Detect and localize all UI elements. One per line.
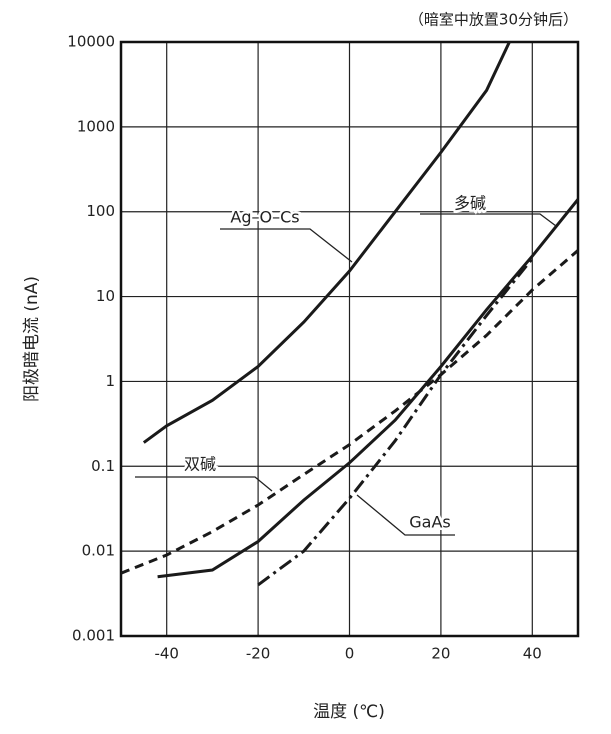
x-tick-label: -20 [246,645,271,663]
note: （暗室中放置30分钟后） [409,11,578,29]
plot-frame [119,40,580,638]
y-tick-label: 0.1 [91,457,115,475]
series-label: Ag–O–Cs [230,208,299,227]
y-tick-label: 1000 [77,117,115,135]
y-tick-label: 0.01 [82,542,115,560]
leader-line [420,213,557,227]
y-axis-label: 阳极暗电流 (nA) [22,276,42,402]
y-tick-label: 10 [96,287,115,305]
y-tick-label: 10000 [67,33,115,51]
series-label: GaAs [409,513,450,532]
series-label: 多碱 [454,194,486,213]
series-line [157,198,578,579]
series-label: 双碱 [184,455,216,474]
y-tick-label: 100 [86,202,115,220]
y-tick-label: 1 [105,372,115,390]
series-line [142,42,511,444]
leader-line [356,494,455,536]
x-tick-label: 0 [345,645,355,663]
series-line [257,257,534,587]
x-tick-label: -40 [154,645,179,663]
leader-line [220,228,353,263]
leader-line [135,476,273,492]
y-tick-label: 0.001 [72,627,115,645]
x-tick-label: 40 [523,645,542,663]
x-axis-label: 温度 (℃) [313,702,385,722]
series-line [121,249,578,575]
x-tick-label: 20 [431,645,450,663]
